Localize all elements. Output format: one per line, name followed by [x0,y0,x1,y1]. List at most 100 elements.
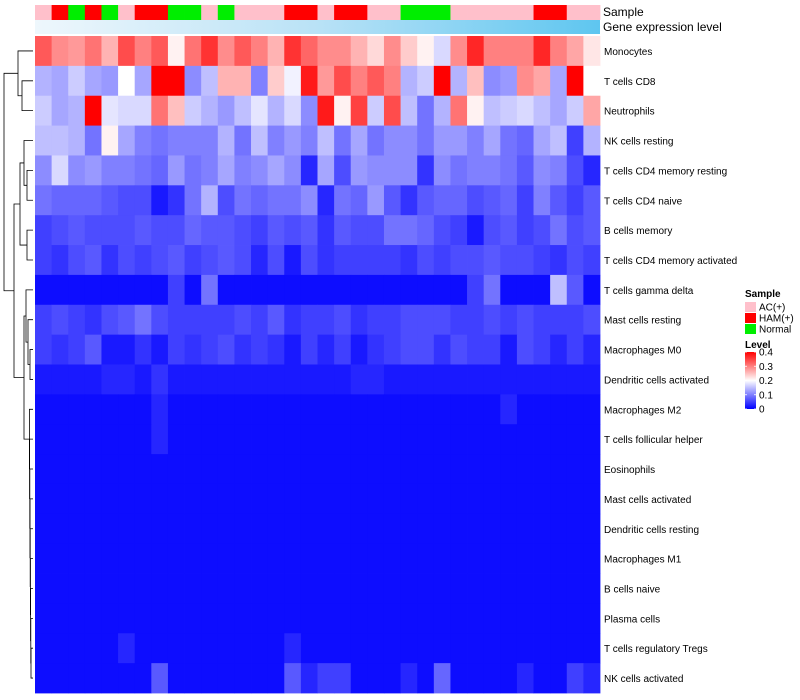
heatmap-cell [84,633,102,664]
heatmap-cell [467,65,485,97]
heatmap-cell [583,573,601,604]
heatmap-cell [267,155,285,186]
heatmap-cell [184,304,202,336]
heatmap-cell [334,663,352,694]
heatmap-cell [167,364,185,395]
heatmap-cell [118,603,136,634]
heatmap-cell [516,543,534,574]
heatmap-cell [51,424,69,455]
heatmap-cell [68,65,86,97]
dendrogram-branch [21,80,33,112]
heatmap-cell [234,245,252,276]
heatmap-cell [300,364,318,395]
row-label: T cells gamma delta [604,286,694,297]
heatmap-cell [300,185,318,216]
heatmap-cell [334,454,352,485]
dendrogram-branch [26,229,33,261]
heatmap-cell [400,65,418,97]
heatmap-cell [483,543,501,574]
heatmap-cell [533,424,551,455]
heatmap-cell [51,245,69,276]
heatmap-cell [184,274,202,306]
heatmap-cell [151,304,169,336]
heatmap-cell [217,304,235,336]
heatmap-cell [516,274,534,306]
heatmap-cell [350,334,368,365]
heatmap-cell [500,483,518,515]
heatmap-cell [284,454,302,485]
heatmap-cell [201,304,219,336]
heatmap-cell [367,573,385,604]
heatmap-cell [267,304,285,336]
heatmap-cell [483,245,501,276]
heatmap-cell [450,633,468,664]
heatmap-cell [383,633,401,664]
heatmap-cell [267,513,285,545]
heatmap-cell [251,334,269,365]
heatmap-cell [51,95,69,126]
heatmap-cell [217,543,235,574]
heatmap-cell [300,543,318,574]
heatmap-cell [334,65,352,97]
heatmap-cell [251,36,269,67]
heatmap-cell [450,513,468,545]
dendrogram-branch [27,319,33,365]
heatmap-cell [334,483,352,515]
heatmap-cell [433,663,451,694]
heatmap-cell [68,633,86,664]
heatmap-cell [134,65,152,97]
heatmap-cell [450,663,468,694]
heatmap-cell [167,483,185,515]
heatmap-cell [516,364,534,395]
heatmap-cell [550,483,568,515]
heatmap-cell [467,543,485,574]
heatmap-cell [317,215,335,246]
heatmap-cell [367,36,385,67]
heatmap-cell [417,513,435,545]
sample-annotation-cell [217,5,235,20]
heatmap-cell [84,95,102,126]
heatmap-cell [516,155,534,186]
heatmap-cell [284,633,302,664]
heatmap-cell [251,65,269,97]
sample-annotation-cell [550,5,568,20]
heatmap-cell [566,424,584,455]
heatmap-cell [118,483,136,515]
heatmap-cell [334,125,352,156]
dendrogram-branch [26,169,33,201]
heatmap-cell [566,185,584,216]
heatmap-cell [417,36,435,67]
heatmap-cell [334,513,352,545]
heatmap-cell [483,633,501,664]
heatmap-cell [101,513,119,545]
heatmap-cell [350,663,368,694]
heatmap-cell [84,65,102,97]
heatmap-cell [151,245,169,276]
heatmap-cell [217,454,235,485]
heatmap-cell [467,274,485,306]
sample-annotation-cell [84,5,102,20]
dendrogram-branch [30,588,33,642]
heatmap-cell [300,663,318,694]
sample-annotation-cell [533,5,551,20]
heatmap-cell [251,663,269,694]
sample-annotation-bar [35,5,601,20]
dendrogram-branch [30,617,33,664]
heatmap-cell [101,155,119,186]
heatmap-cell [284,185,302,216]
heatmap-cell [350,36,368,67]
heatmap-cell [267,633,285,664]
heatmap-cell [217,125,235,156]
heatmap-cell [101,36,119,67]
sample-legend-swatch [745,313,756,323]
heatmap-cell [583,36,601,67]
heatmap-cell [284,663,302,694]
sample-legend: Sample AC(+)HAM(+)Normal [745,289,794,336]
heatmap-cell [417,95,435,126]
heatmap-cell [234,334,252,365]
row-label: B cells memory [604,226,672,237]
heatmap-cell [84,155,102,186]
heatmap-cell [184,573,202,604]
heatmap-cell [134,454,152,485]
heatmap-cell [51,36,69,67]
